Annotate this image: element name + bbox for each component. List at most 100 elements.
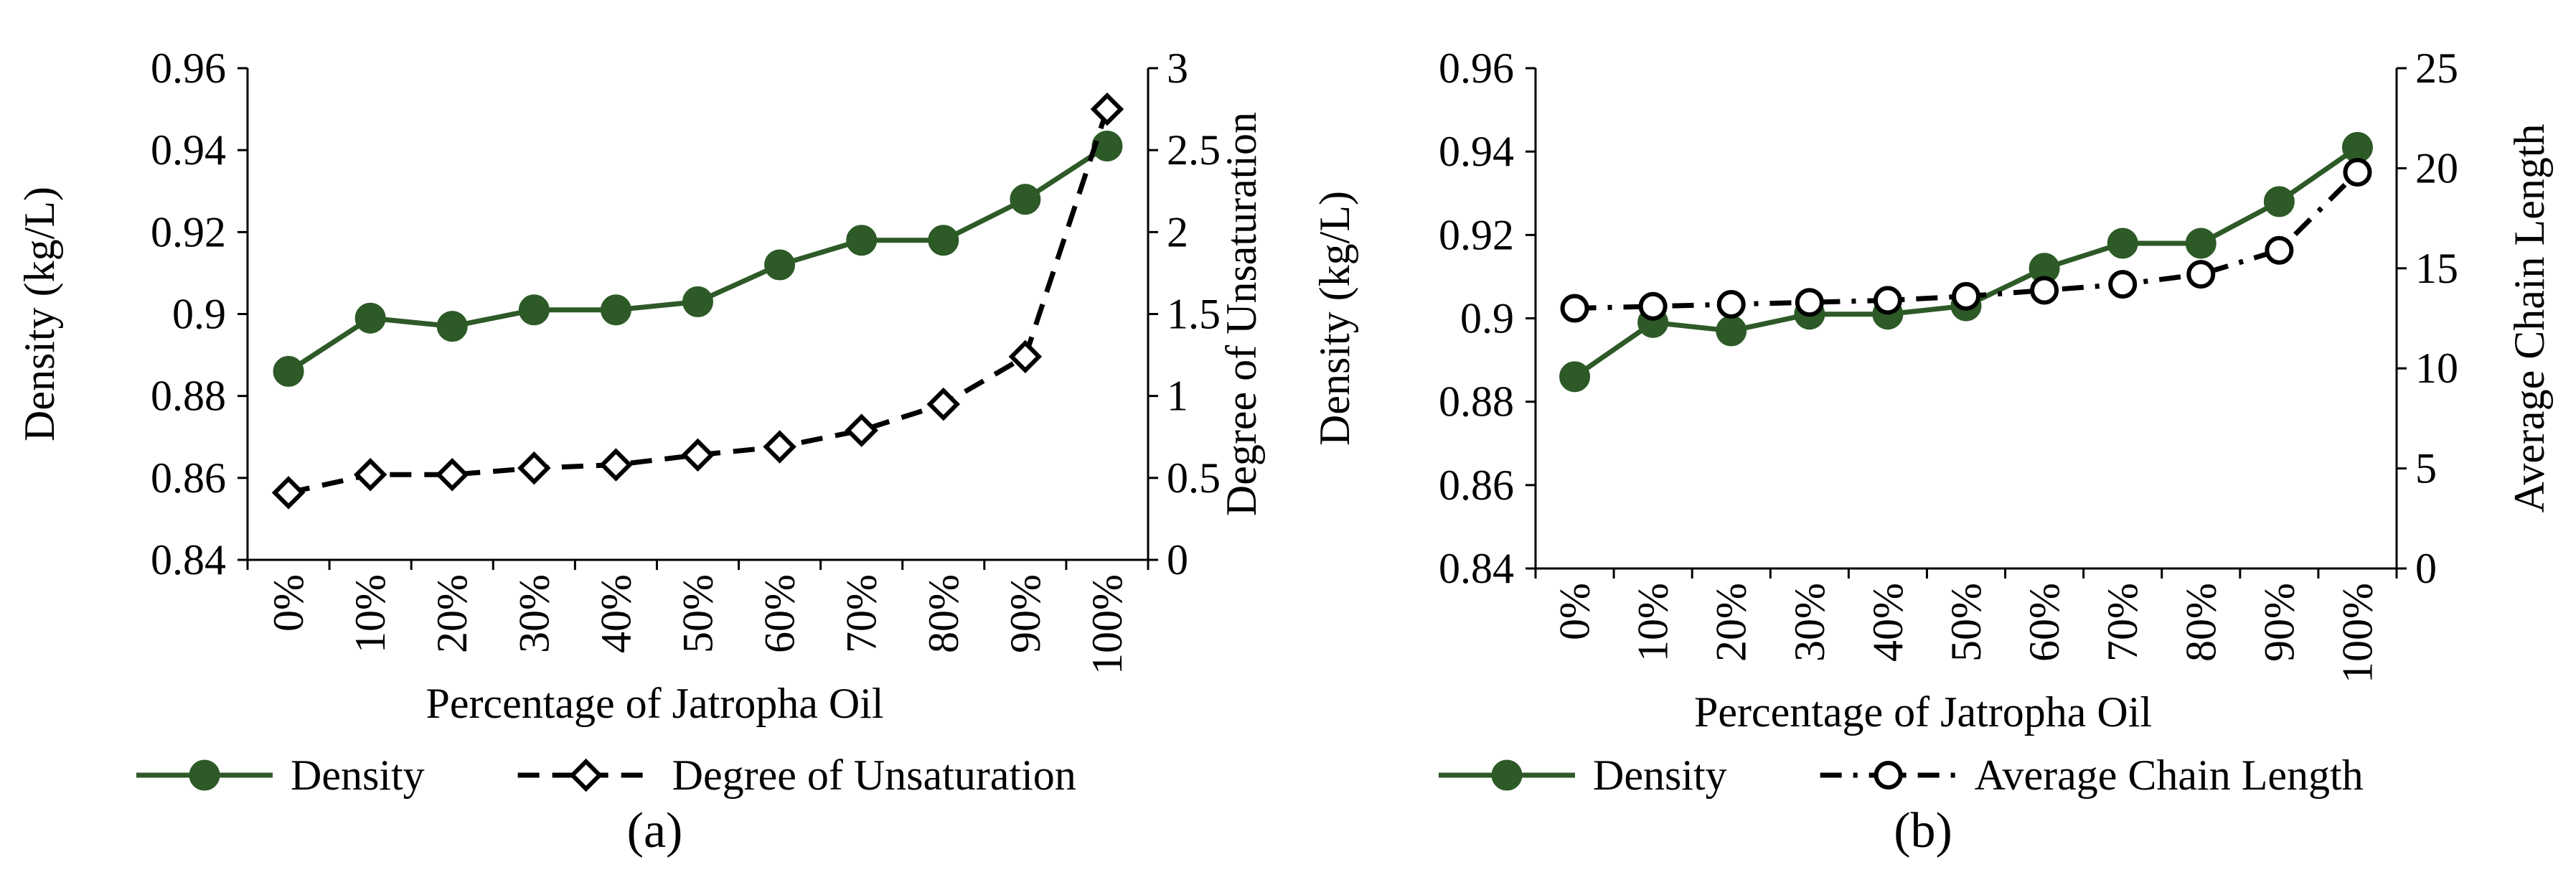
x-tick-label: 90% xyxy=(2255,583,2303,662)
legend-marker xyxy=(1874,761,1903,790)
data-point xyxy=(354,302,386,334)
data-point xyxy=(518,294,550,326)
x-tick-label: 40% xyxy=(1864,583,1912,662)
data-point xyxy=(1716,315,1747,347)
data-point xyxy=(846,225,878,256)
series-line-degree-of-unsaturation xyxy=(288,108,1110,495)
y2-tick-label: 1.5 xyxy=(1167,291,1221,338)
y-tick-label: 0.84 xyxy=(1439,545,1514,592)
legend-marker xyxy=(569,758,603,792)
data-point xyxy=(517,451,551,485)
data-point xyxy=(2341,131,2373,163)
y-tick-label: 0.9 xyxy=(1460,295,1514,342)
y2-tick-label: 20 xyxy=(2415,144,2458,192)
y-tick-label: 0.88 xyxy=(1439,378,1514,426)
x-tick-label: 70% xyxy=(838,574,885,653)
y2-tick-label: 0 xyxy=(2415,545,2437,592)
y-tick-label: 0.9 xyxy=(172,291,226,338)
y-tick-label: 0.92 xyxy=(1439,211,1514,258)
data-point xyxy=(435,458,469,492)
y2-tick-label: 15 xyxy=(2415,245,2458,292)
data-point xyxy=(353,458,387,492)
x-tick-label: 20% xyxy=(1708,583,1755,662)
data-point xyxy=(1008,340,1043,374)
data-point xyxy=(2265,235,2294,265)
data-point xyxy=(1638,291,1668,321)
y2-tick-label: 2.5 xyxy=(1167,126,1221,174)
x-tick-label: 0% xyxy=(1551,583,1599,640)
y-tick-label: 0.94 xyxy=(1439,128,1514,175)
data-point xyxy=(764,249,796,281)
data-point xyxy=(2263,186,2295,217)
x-tick-label: 30% xyxy=(1786,583,1833,662)
y2-tick-label: 10 xyxy=(2415,345,2458,392)
data-point xyxy=(928,225,959,256)
data-point xyxy=(599,448,633,482)
y2-axis-title: Average Chain Length xyxy=(2506,123,2553,512)
legend-label: Average Chain Length xyxy=(1975,751,2364,799)
data-point xyxy=(600,294,631,326)
x-axis-title: Percentage of Jatropha Oil xyxy=(426,680,883,727)
x-tick-label: 70% xyxy=(2099,583,2146,662)
y-tick-label: 0.86 xyxy=(1439,462,1514,509)
legend-marker xyxy=(1491,759,1523,791)
x-tick-label: 100% xyxy=(2333,583,2381,683)
y2-tick-label: 25 xyxy=(2415,45,2458,92)
legend-label: Density xyxy=(1593,751,1727,799)
data-point xyxy=(436,311,468,342)
y-axis-title: Density (kg/L) xyxy=(1311,191,1358,446)
data-point xyxy=(1559,361,1591,393)
panel-label: (b) xyxy=(1894,803,1952,858)
panel-b-chart: 0.84 0.86 0.88 0.9 0.92 0.94 0.96 0 5 10 15 20 25 0% 1… xyxy=(1311,45,2553,858)
data-point xyxy=(681,438,715,472)
data-point xyxy=(763,430,796,464)
y-tick-label: 0.86 xyxy=(151,454,226,502)
y-tick-label: 0.96 xyxy=(151,45,226,92)
x-tick-label: 50% xyxy=(1942,583,1990,662)
y-tick-label: 0.88 xyxy=(151,373,226,420)
x-tick-label: 20% xyxy=(428,574,476,653)
data-point xyxy=(2186,260,2216,289)
data-point xyxy=(2108,270,2138,299)
data-point xyxy=(2107,228,2138,259)
y2-tick-label: 3 xyxy=(1167,45,1188,92)
data-point xyxy=(273,355,304,387)
data-point xyxy=(682,286,713,317)
y-axis-title: Density (kg/L) xyxy=(16,187,63,441)
x-tick-label: 80% xyxy=(2177,583,2224,662)
y2-axis-title: Degree of Unsaturation xyxy=(1218,112,1265,516)
x-tick-label: 50% xyxy=(674,574,722,653)
y2-tick-label: 1 xyxy=(1167,373,1188,420)
y2-tick-label: 0 xyxy=(1167,536,1188,584)
x-tick-label: 90% xyxy=(1002,574,1049,653)
data-point xyxy=(845,413,878,447)
panel-a-chart: 0.84 0.86 0.88 0.9 0.92 0.94 0.96 0 0.5 1 1.5 2 2.5 3… xyxy=(16,45,1265,858)
x-tick-label: 10% xyxy=(1630,583,1677,662)
y2-tick-label: 5 xyxy=(2415,445,2437,492)
y-tick-label: 0.92 xyxy=(151,208,226,256)
data-point xyxy=(1873,286,1902,315)
x-tick-label: 40% xyxy=(592,574,639,653)
x-tick-label: 60% xyxy=(756,574,804,653)
data-point xyxy=(1795,288,1824,317)
x-tick-label: 0% xyxy=(265,574,312,632)
x-tick-label: 30% xyxy=(510,574,558,653)
data-point xyxy=(271,476,306,510)
data-point xyxy=(1952,281,1980,311)
data-point xyxy=(2030,276,2059,305)
x-axis-title: Percentage of Jatropha Oil xyxy=(1694,688,2152,736)
x-tick-label: 10% xyxy=(347,574,394,653)
legend-label: Degree of Unsaturation xyxy=(672,751,1076,799)
y-tick-label: 0.94 xyxy=(151,126,226,174)
series-line-density xyxy=(287,144,1109,374)
data-point xyxy=(926,387,961,421)
data-point xyxy=(1010,184,1041,215)
y2-tick-label: 2 xyxy=(1167,208,1188,256)
data-point xyxy=(2185,228,2217,259)
y2-tick-label: 0.5 xyxy=(1167,454,1221,502)
x-tick-label: 100% xyxy=(1083,574,1131,675)
data-point xyxy=(1560,294,1589,323)
data-point xyxy=(1090,92,1124,126)
x-tick-label: 60% xyxy=(2021,583,2068,662)
